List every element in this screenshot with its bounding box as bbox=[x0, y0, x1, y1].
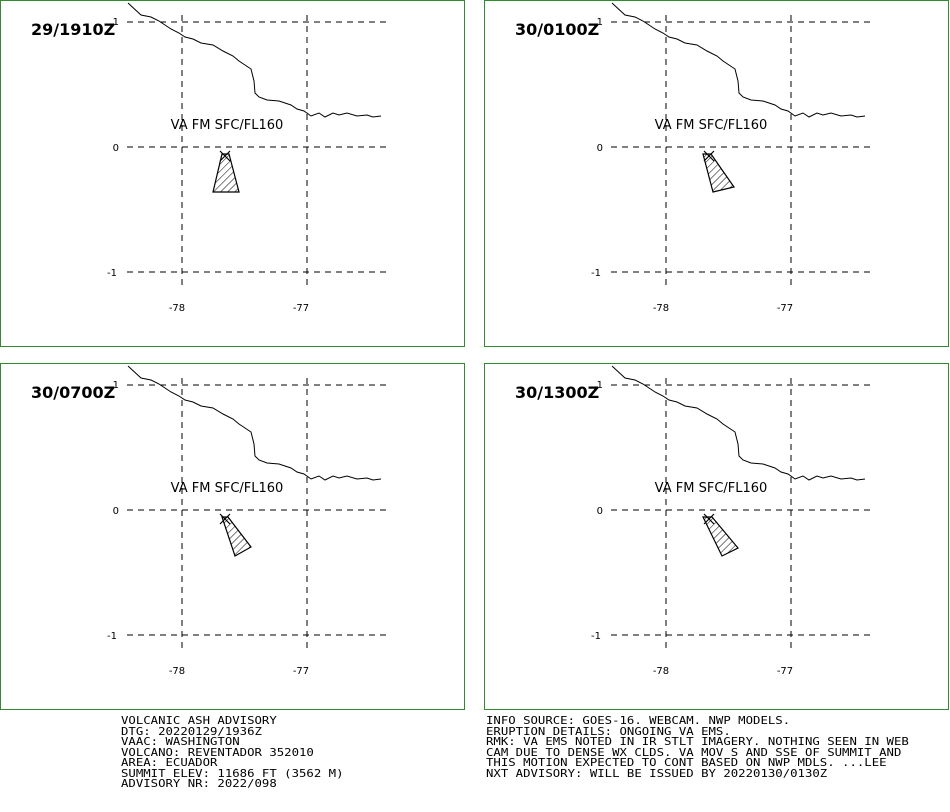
advisory-line: INFO SOURCE: GOES-16. WEBCAM. NWP MODELS… bbox=[486, 714, 791, 727]
forecast-time-label: 29/1910Z bbox=[31, 20, 115, 39]
ash-cloud-label: VA FM SFC/FL160 bbox=[655, 118, 768, 133]
lat-label-1: 1 bbox=[113, 380, 119, 391]
advisory-text-left: VOLCANIC ASH ADVISORY DTG: 20220129/1936… bbox=[121, 714, 344, 790]
forecast-map: 1 0 -1 -78 -77 30/0100Z VA FM SFC/FL160 bbox=[515, 2, 871, 314]
advisory-line: DTG: 20220129/1936Z bbox=[121, 724, 262, 738]
advisory-line: VOLCANO: REVENTADOR 352010 bbox=[121, 745, 314, 759]
advisory-line: ADVISORY NR: 2022/098 bbox=[121, 777, 277, 790]
lat-label-minus1: -1 bbox=[591, 631, 601, 642]
ash-cloud-label: VA FM SFC/FL160 bbox=[171, 481, 284, 496]
forecast-map-panel-1: 1 0 -1 -78 -77 29/1910Z VA FM SFC/FL160 bbox=[0, 0, 465, 347]
forecast-map-panel-2: 1 0 -1 -78 -77 30/0100Z VA FM SFC/FL160 bbox=[484, 0, 949, 347]
forecast-time-label: 30/0100Z bbox=[515, 20, 599, 39]
lat-label-minus1: -1 bbox=[107, 268, 117, 279]
lon-label-minus77: -77 bbox=[293, 303, 309, 314]
volcano-icon bbox=[219, 150, 231, 162]
advisory-line: THIS MOTION EXPECTED TO CONT BASED ON NW… bbox=[486, 756, 887, 769]
advisory-line: ERUPTION DETAILS: ONGOING VA EMS. bbox=[486, 724, 731, 738]
advisory-line: NXT ADVISORY: WILL BE ISSUED BY 20220130… bbox=[486, 766, 828, 780]
advisory-text-right: INFO SOURCE: GOES-16. WEBCAM. NWP MODELS… bbox=[486, 714, 909, 780]
lon-label-minus78: -78 bbox=[653, 666, 669, 677]
lon-label-minus77: -77 bbox=[777, 666, 793, 677]
advisory-line: AREA: ECUADOR bbox=[121, 756, 218, 769]
forecast-map: 1 0 -1 -78 -77 29/1910Z VA FM SFC/FL160 bbox=[31, 2, 387, 314]
ash-cloud-polygon bbox=[702, 153, 735, 193]
volcano-icon bbox=[703, 513, 715, 525]
ash-cloud-polygon bbox=[212, 153, 240, 193]
lat-label-0: 0 bbox=[597, 143, 603, 154]
advisory-line: SUMMIT ELEV: 11686 FT (3562 M) bbox=[121, 766, 344, 780]
coastline bbox=[127, 2, 382, 118]
volcano-icon bbox=[703, 150, 715, 162]
ash-cloud-label: VA FM SFC/FL160 bbox=[171, 118, 284, 133]
coastline bbox=[127, 365, 382, 481]
forecast-time-label: 30/1300Z bbox=[515, 383, 599, 402]
lon-label-minus77: -77 bbox=[777, 303, 793, 314]
lon-label-minus78: -78 bbox=[653, 303, 669, 314]
forecast-map: 1 0 -1 -78 -77 30/0700Z VA FM SFC/FL160 bbox=[31, 365, 387, 677]
lat-label-1: 1 bbox=[113, 17, 119, 28]
forecast-map-panel-4: 1 0 -1 -78 -77 30/1300Z VA FM SFC/FL160 bbox=[484, 363, 949, 710]
lat-label-0: 0 bbox=[113, 143, 119, 154]
lat-label-minus1: -1 bbox=[107, 631, 117, 642]
ash-cloud-label: VA FM SFC/FL160 bbox=[655, 481, 768, 496]
advisory-line: CAM DUE TO DENSE WX CLDS. VA MOV S AND S… bbox=[486, 745, 902, 759]
lat-label-1: 1 bbox=[597, 380, 603, 391]
lon-label-minus77: -77 bbox=[293, 666, 309, 677]
volcano-icon bbox=[219, 513, 231, 525]
lat-label-1: 1 bbox=[597, 17, 603, 28]
lon-label-minus78: -78 bbox=[169, 666, 185, 677]
coastline bbox=[611, 365, 866, 481]
forecast-time-label: 30/0700Z bbox=[31, 383, 115, 402]
coastline bbox=[611, 2, 866, 118]
ash-cloud-polygon bbox=[702, 516, 739, 557]
advisory-line: VOLCANIC ASH ADVISORY bbox=[121, 714, 277, 727]
lat-label-0: 0 bbox=[113, 506, 119, 517]
advisory-line: VAAC: WASHINGTON bbox=[121, 735, 240, 748]
lat-label-0: 0 bbox=[597, 506, 603, 517]
ash-cloud-polygon bbox=[221, 516, 252, 557]
advisory-line: RMK: VA EMS NOTED IN IR STLT IMAGERY. NO… bbox=[486, 735, 909, 748]
lat-label-minus1: -1 bbox=[591, 268, 601, 279]
forecast-map-panel-3: 1 0 -1 -78 -77 30/0700Z VA FM SFC/FL160 bbox=[0, 363, 465, 710]
lon-label-minus78: -78 bbox=[169, 303, 185, 314]
forecast-map: 1 0 -1 -78 -77 30/1300Z VA FM SFC/FL160 bbox=[515, 365, 871, 677]
